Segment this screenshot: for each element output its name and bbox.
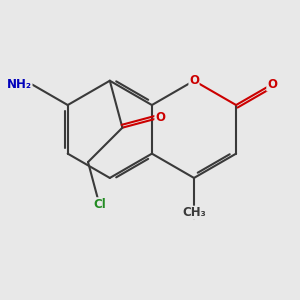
Text: O: O	[155, 111, 165, 124]
Text: Cl: Cl	[93, 198, 106, 211]
Text: CH₃: CH₃	[182, 206, 206, 219]
Text: O: O	[267, 78, 277, 91]
Text: O: O	[189, 74, 199, 87]
Text: NH₂: NH₂	[7, 78, 32, 91]
